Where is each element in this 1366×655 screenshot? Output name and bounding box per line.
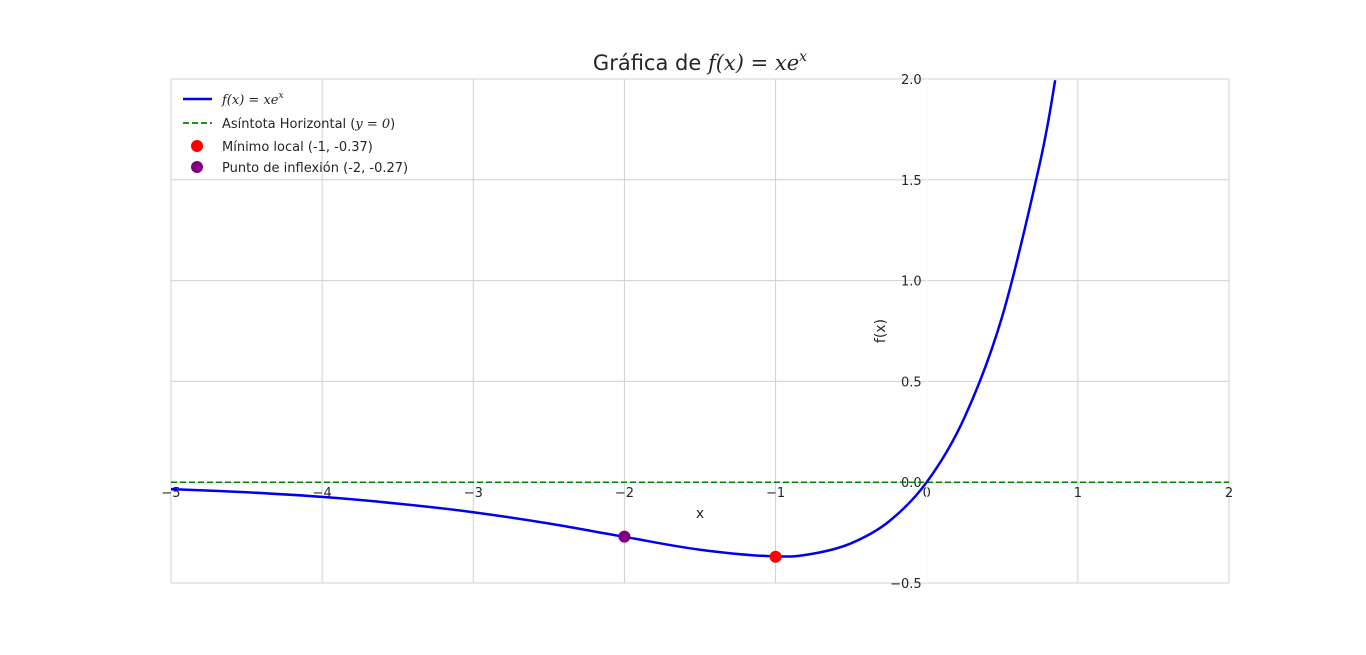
x-tick-labels: −5−4−3−2−1012 xyxy=(161,486,1233,501)
legend-label-inflection: Punto de inflexión (-2, -0.27) xyxy=(222,161,408,176)
points-layer xyxy=(618,530,782,563)
y-tick-labels: −0.5 0.0 0.5 1.0 1.5 2.0 xyxy=(890,73,922,592)
y-tick-label-5: 2.0 xyxy=(901,73,922,88)
legend-label-asymptote: Asíntota Horizontal (y = 0) xyxy=(222,117,395,132)
legend-swatch-inflection xyxy=(191,161,203,173)
x-tick-label-6: 1 xyxy=(1074,486,1082,501)
x-tick-label-2: −3 xyxy=(464,486,483,501)
legend-item-minimum: Mínimo local (-1, -0.37) xyxy=(191,140,373,155)
legend-swatch-minimum xyxy=(191,140,203,152)
x-tick-label-7: 2 xyxy=(1225,486,1233,501)
y-tick-label-2: 0.5 xyxy=(901,375,922,390)
y-tick-label-4: 1.5 xyxy=(901,174,922,189)
legend-item-function: f(x) = xex xyxy=(183,91,284,108)
chart-title: Gráfica de f(x) = xex xyxy=(593,49,807,75)
x-tick-label-4: −1 xyxy=(766,486,785,501)
legend-label-minimum: Mínimo local (-1, -0.37) xyxy=(222,140,373,155)
x-axis-label: x xyxy=(696,506,704,522)
x-tick-label-3: −2 xyxy=(615,486,634,501)
y-axis-label: f(x) xyxy=(873,319,889,343)
legend: f(x) = xex Asíntota Horizontal (y = 0) M… xyxy=(183,91,408,176)
y-tick-label-1: 0.0 xyxy=(901,476,922,491)
point-local-minimum xyxy=(769,550,782,563)
point-inflection xyxy=(618,530,631,543)
legend-item-inflection: Punto de inflexión (-2, -0.27) xyxy=(191,161,408,176)
y-tick-label-0: −0.5 xyxy=(890,577,922,592)
y-tick-label-3: 1.0 xyxy=(901,275,922,290)
x-tick-label-1: −4 xyxy=(313,486,332,501)
legend-item-asymptote: Asíntota Horizontal (y = 0) xyxy=(183,117,395,132)
legend-label-function: f(x) = xex xyxy=(221,91,284,108)
